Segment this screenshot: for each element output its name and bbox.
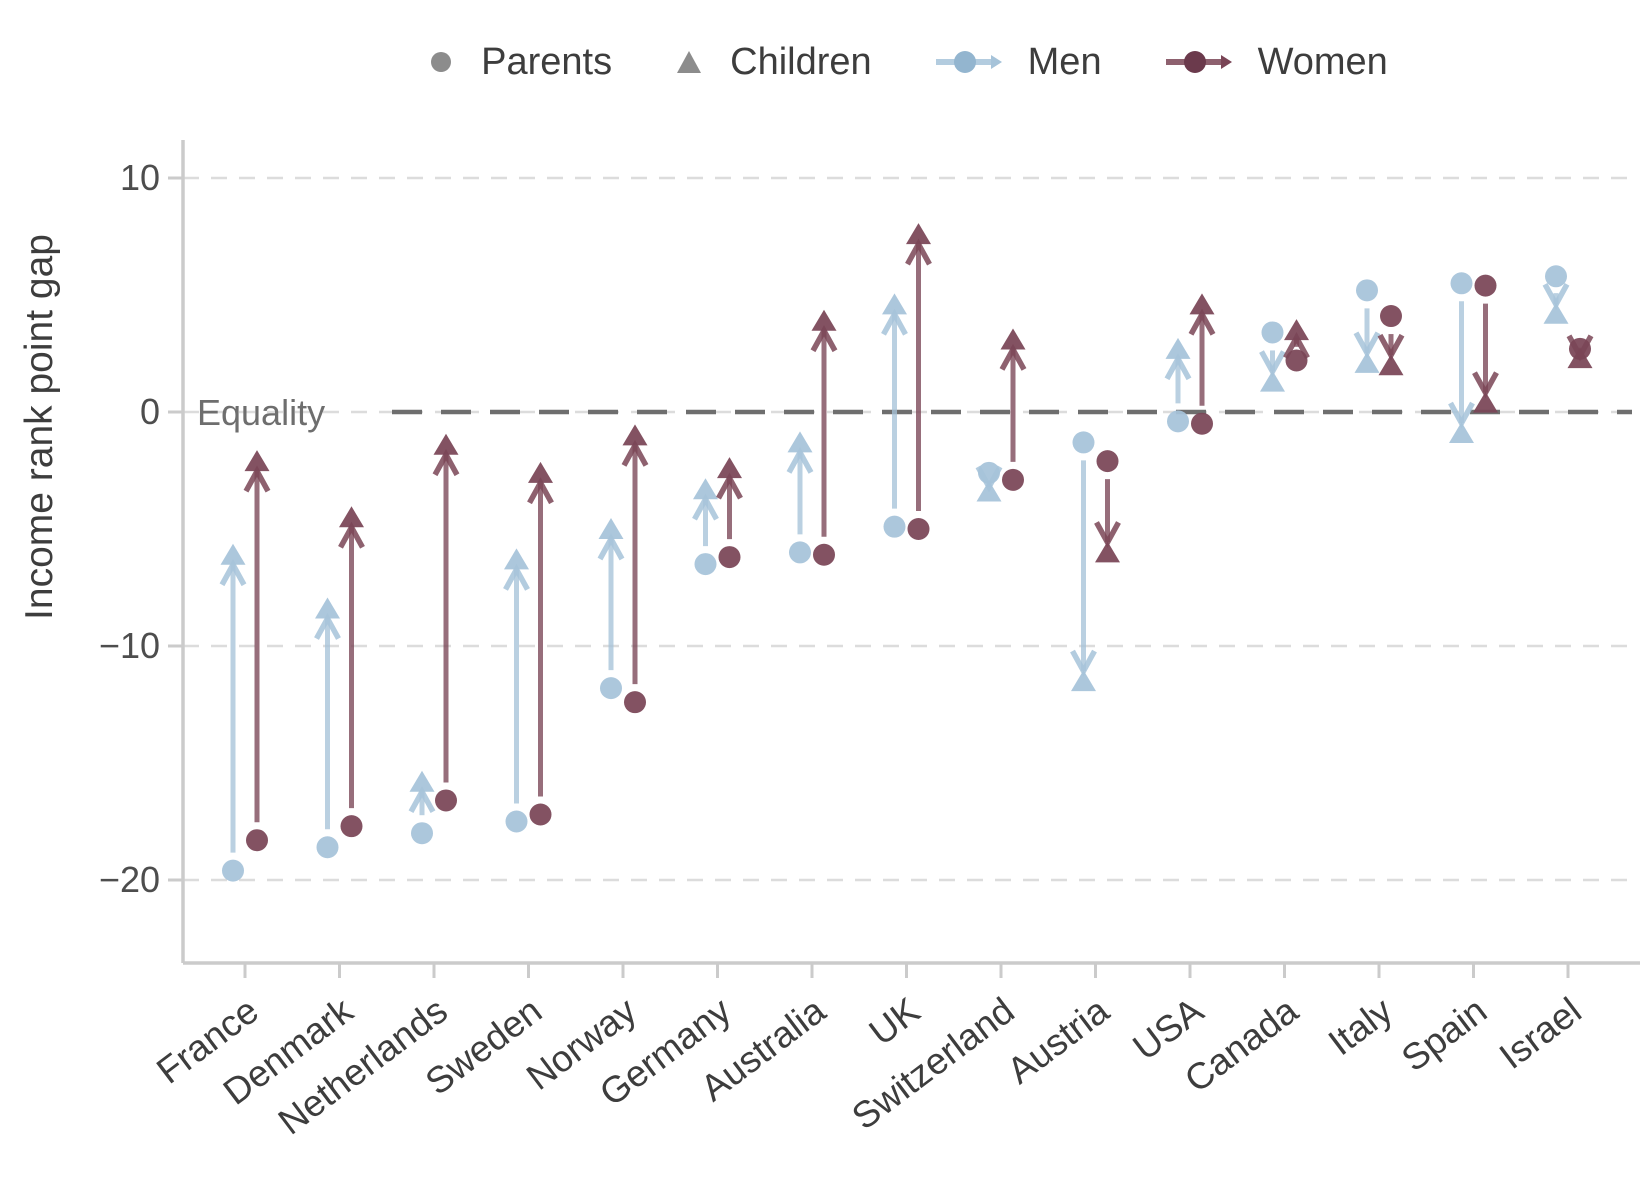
legend-item-men: Men xyxy=(934,41,1102,84)
women-parent-marker xyxy=(1285,349,1308,372)
men-child-marker xyxy=(1543,302,1569,324)
men-parent-marker xyxy=(411,822,433,845)
men-parent-marker xyxy=(1261,321,1284,344)
women-child-marker xyxy=(622,424,648,446)
women-parent-marker xyxy=(340,815,363,838)
y-axis-title: Income rank point gap xyxy=(18,234,61,620)
y-tick-label: 10 xyxy=(120,157,160,198)
men-arrow-icon xyxy=(934,48,1002,76)
legend-item-children: Children xyxy=(674,41,872,84)
men-parent-marker xyxy=(1167,410,1189,433)
men-parent-marker xyxy=(883,515,906,538)
men-child-marker xyxy=(1449,422,1474,444)
men-child-marker xyxy=(976,480,1002,502)
men-child-marker xyxy=(787,431,813,453)
women-child-marker xyxy=(906,223,931,245)
men-child-marker xyxy=(1071,670,1096,692)
x-category-label: Italy xyxy=(1321,989,1400,1063)
x-category-label: Israel xyxy=(1492,990,1589,1077)
women-child-marker xyxy=(1284,319,1309,341)
x-category-label: Spain xyxy=(1394,990,1494,1080)
women-child-marker xyxy=(1473,391,1498,413)
women-child-marker xyxy=(1378,354,1404,376)
women-parent-marker xyxy=(813,543,835,566)
women-child-marker xyxy=(1095,541,1120,563)
y-tick-label: −10 xyxy=(99,625,160,666)
x-category-label: UK xyxy=(862,989,928,1053)
women-parent-marker xyxy=(1191,412,1213,435)
men-child-marker xyxy=(1165,337,1191,359)
men-child-marker xyxy=(409,770,435,792)
men-child-marker xyxy=(1354,351,1380,373)
women-arrow-icon xyxy=(1164,48,1232,76)
men-parent-marker xyxy=(316,836,339,859)
legend: Parents Children Men Women xyxy=(183,38,1632,86)
women-parent-marker xyxy=(1380,305,1402,328)
women-child-marker xyxy=(244,450,270,472)
women-parent-marker xyxy=(529,803,552,826)
men-child-marker xyxy=(598,518,624,539)
men-child-marker xyxy=(220,543,246,565)
men-child-marker xyxy=(693,478,718,500)
x-category-label: Switzerland xyxy=(844,990,1021,1138)
men-child-marker xyxy=(504,548,529,570)
legend-item-women: Women xyxy=(1164,41,1388,84)
parents-circle-icon xyxy=(427,48,455,76)
legend-label-women: Women xyxy=(1257,40,1388,83)
women-parent-marker xyxy=(1002,468,1024,491)
men-child-marker xyxy=(315,597,340,619)
equality-label: Equality xyxy=(197,392,325,433)
children-triangle-icon xyxy=(674,49,704,75)
legend-item-parents: Parents xyxy=(427,41,612,84)
men-parent-marker xyxy=(505,810,528,833)
legend-label-parents: Parents xyxy=(481,40,613,83)
legend-label-children: Children xyxy=(730,40,872,83)
women-parent-marker xyxy=(1096,450,1119,473)
women-parent-marker xyxy=(718,546,741,569)
women-parent-marker xyxy=(246,829,268,852)
women-child-marker xyxy=(528,461,553,483)
women-parent-marker xyxy=(435,789,457,812)
men-parent-marker xyxy=(1072,431,1095,454)
men-parent-marker xyxy=(978,461,1000,484)
women-child-marker xyxy=(717,457,742,479)
men-parent-marker xyxy=(1356,279,1378,302)
men-child-marker xyxy=(1260,370,1285,392)
y-tick-label: 0 xyxy=(140,391,160,432)
women-child-marker xyxy=(1000,328,1026,350)
women-child-marker xyxy=(433,433,459,455)
women-child-marker xyxy=(1567,347,1593,369)
women-child-marker xyxy=(339,506,364,528)
women-parent-marker xyxy=(624,691,646,714)
men-parent-marker xyxy=(789,541,811,564)
women-child-marker xyxy=(811,309,837,331)
men-parent-marker xyxy=(222,859,244,882)
women-child-marker xyxy=(1189,293,1215,315)
men-parent-marker xyxy=(694,553,717,576)
men-parent-marker xyxy=(600,677,622,700)
women-parent-marker xyxy=(907,518,930,540)
men-parent-marker xyxy=(1545,265,1567,288)
men-parent-marker xyxy=(1450,272,1473,295)
y-tick-label: −20 xyxy=(99,859,160,900)
women-parent-marker xyxy=(1474,274,1497,297)
x-category-label: Austria xyxy=(1000,989,1117,1091)
legend-label-men: Men xyxy=(1027,40,1102,83)
men-child-marker xyxy=(882,293,907,315)
